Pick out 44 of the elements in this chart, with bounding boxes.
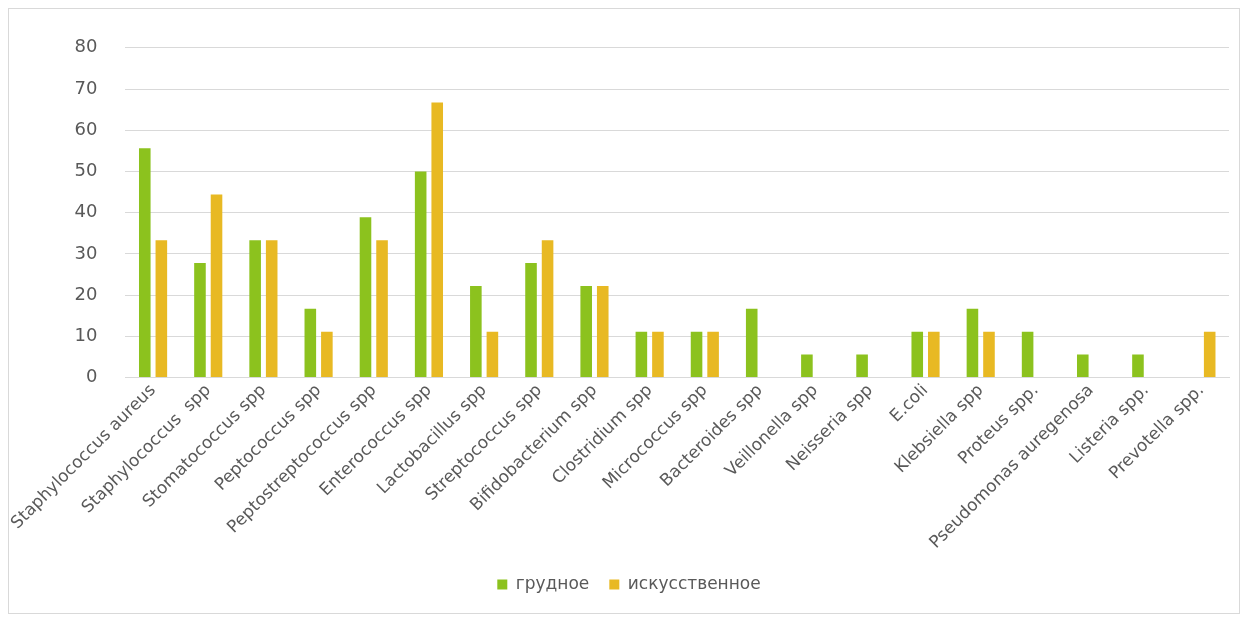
y-tick-label: 40 — [74, 200, 98, 222]
bar — [525, 262, 537, 377]
bar — [470, 285, 482, 377]
bar — [155, 240, 168, 377]
bar — [359, 217, 372, 377]
bar — [652, 331, 664, 377]
y-tick-label: 30 — [74, 241, 98, 263]
bar — [431, 102, 444, 377]
bar — [983, 331, 995, 377]
bar — [210, 194, 223, 377]
bar — [304, 308, 317, 377]
bar — [635, 331, 648, 377]
bar — [249, 240, 261, 377]
bar — [541, 240, 554, 377]
bar — [138, 148, 151, 377]
bar — [1076, 354, 1089, 377]
bar — [1203, 331, 1216, 377]
bar — [596, 285, 609, 377]
bar — [1132, 354, 1144, 377]
legend-label: грудное — [515, 572, 590, 593]
bar — [1021, 331, 1034, 377]
bar — [911, 331, 924, 377]
y-tick-label: 20 — [74, 282, 98, 304]
y-tick-label: 50 — [74, 159, 98, 181]
y-tick-label: 80 — [74, 35, 98, 57]
y-tick-label: 10 — [74, 323, 98, 345]
bar — [265, 240, 278, 377]
bar — [690, 331, 703, 377]
bar — [928, 331, 940, 377]
bar — [801, 354, 813, 377]
bar — [194, 262, 206, 377]
y-tick-label: 0 — [86, 365, 98, 387]
bar — [414, 171, 427, 377]
legend-label: искусственное — [627, 572, 761, 593]
y-tick-label: 60 — [74, 117, 98, 139]
bar — [707, 331, 719, 377]
bar — [745, 308, 758, 377]
bar — [486, 331, 499, 377]
bar — [321, 331, 333, 377]
bar — [966, 308, 979, 377]
bar — [376, 240, 388, 377]
bar — [580, 285, 592, 377]
y-tick-label: 70 — [74, 76, 98, 98]
bar — [856, 354, 868, 377]
